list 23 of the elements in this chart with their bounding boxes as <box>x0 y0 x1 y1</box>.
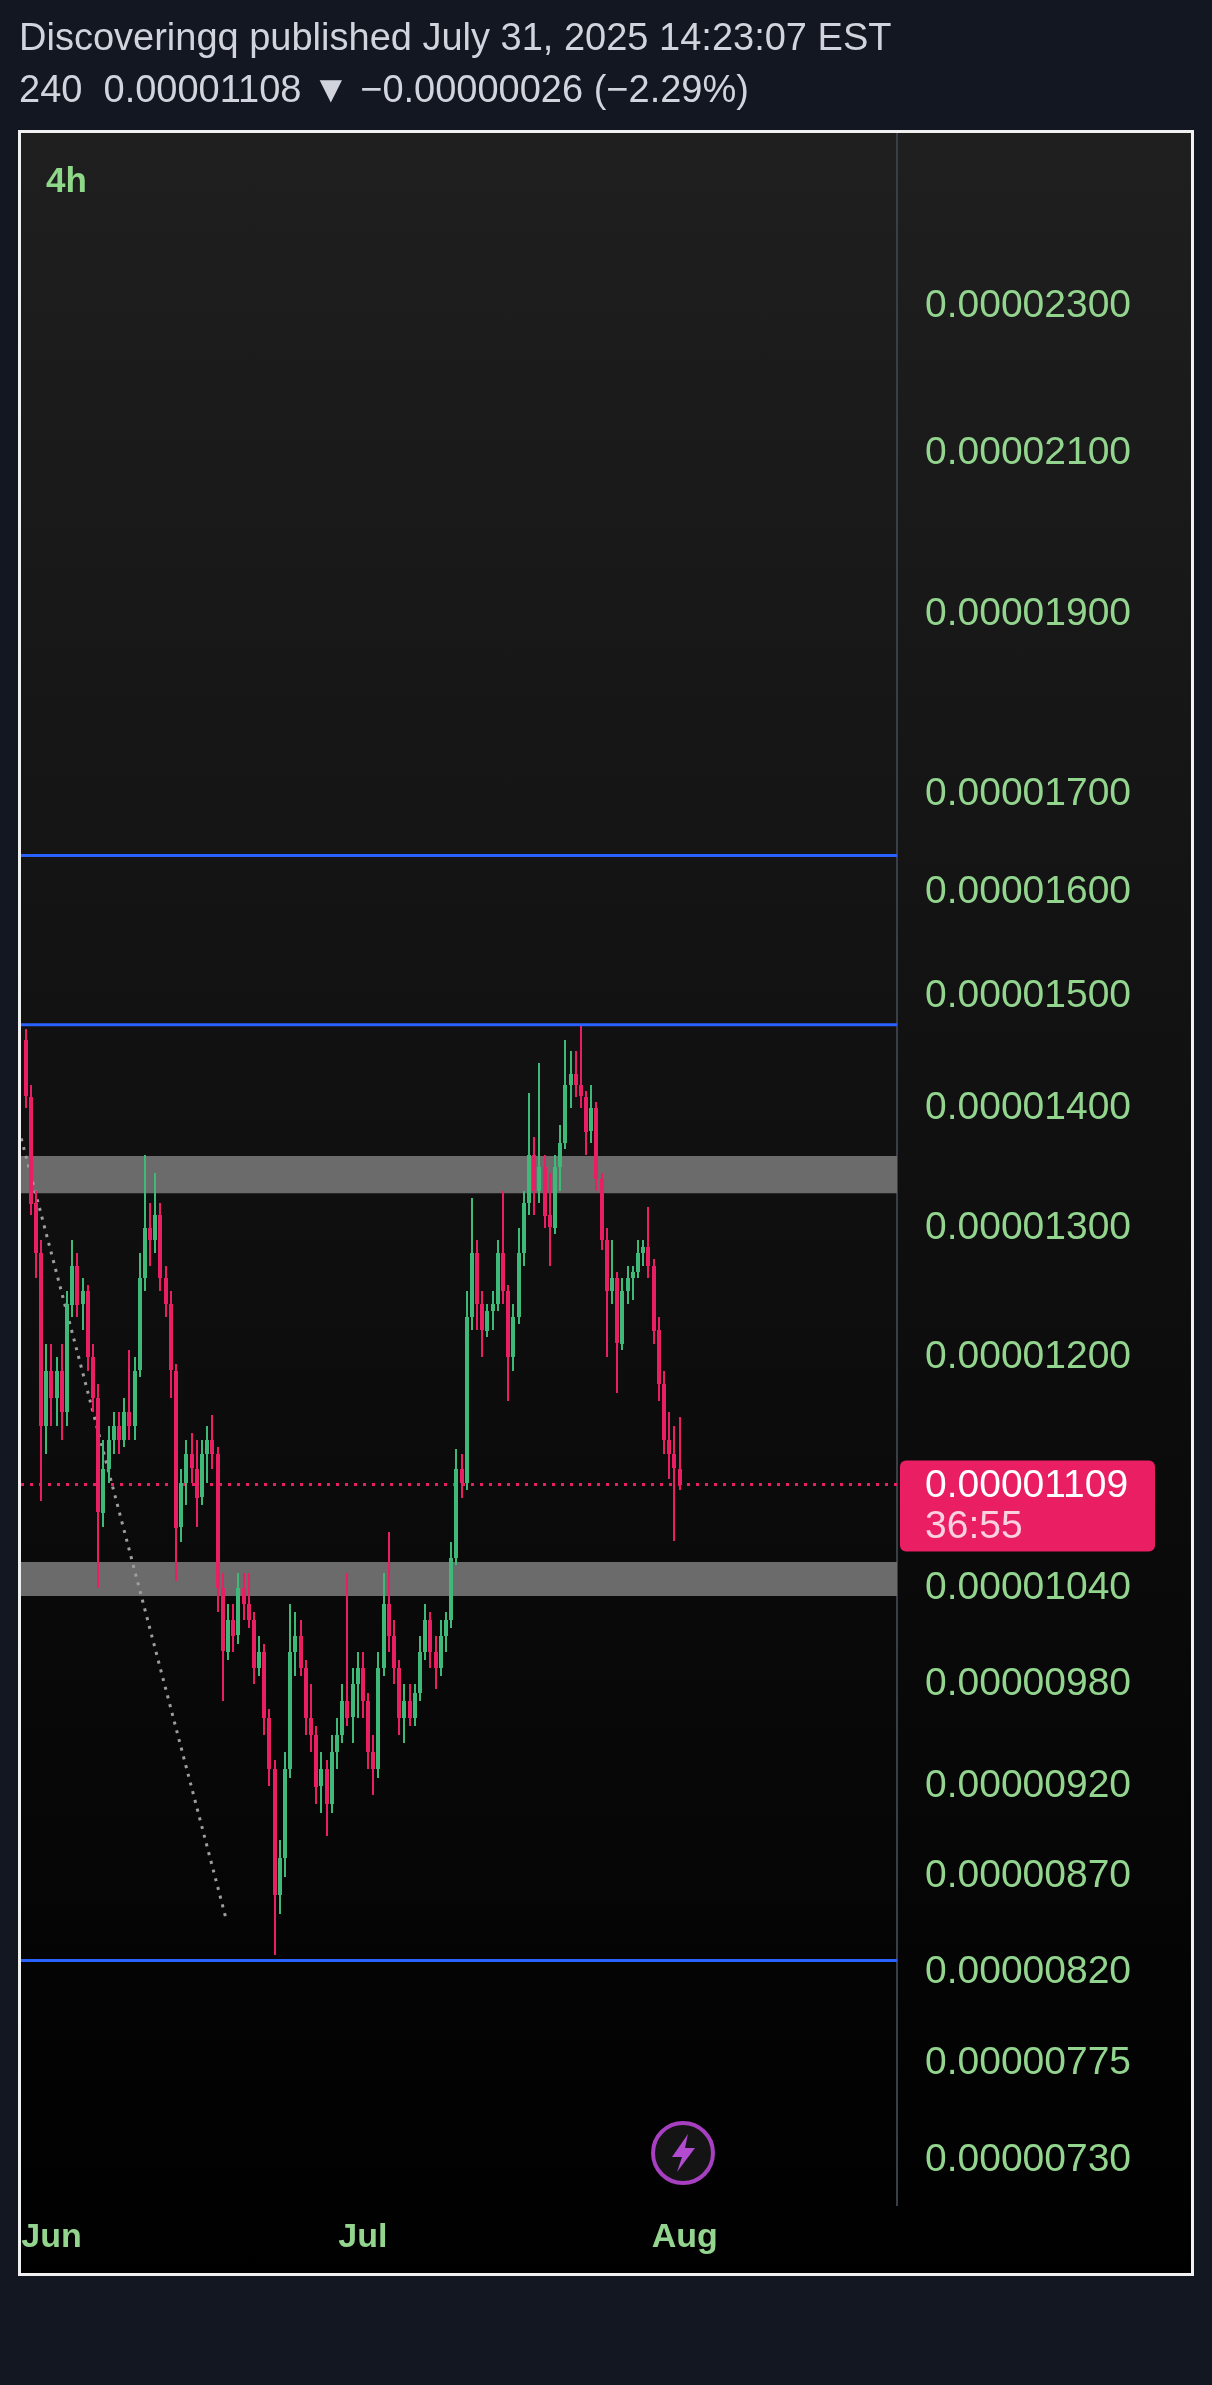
y-tick-label: 0.00000980 <box>925 1660 1132 1704</box>
y-tick-label: 0.00001400 <box>925 1083 1132 1127</box>
y-tick-label: 0.00001700 <box>925 770 1132 814</box>
annotation: 4h <box>46 159 87 199</box>
y-tick-label: 0.00001900 <box>925 590 1132 634</box>
x-tick-label: Aug <box>651 2215 718 2254</box>
y-tick-label: 0.00001300 <box>925 1203 1132 1247</box>
x-tick-label: Jun <box>21 2215 82 2254</box>
y-tick-label: 0.00001500 <box>925 972 1132 1016</box>
x-tick-label: Jul <box>338 2215 388 2254</box>
y-tick-label: 0.00000870 <box>925 1852 1132 1896</box>
y-tick-label: 0.00001200 <box>925 1332 1132 1376</box>
y-tick-label: 0.00000820 <box>925 1948 1132 1992</box>
y-tick-label: 0.00002100 <box>925 428 1132 472</box>
y-tick-label: 0.00000730 <box>925 2135 1132 2179</box>
chart-title: Discoveringq published July 31, 2025 14:23:07 EST <box>19 15 892 59</box>
y-tick-label: 0.00001600 <box>925 868 1132 912</box>
y-tick-label: 0.00000920 <box>925 1762 1132 1806</box>
y-tick-label: 0.00000775 <box>925 2039 1132 2083</box>
y-tick-label: 0.00002300 <box>925 281 1132 325</box>
chart-subtitle: 240 0.00001108 ▼ −0.00000026 (−2.29%) <box>19 67 749 111</box>
ref-line-label: 0.00001109 36:55 <box>925 1462 1129 1547</box>
y-tick-label: 0.00001040 <box>925 1564 1132 1608</box>
